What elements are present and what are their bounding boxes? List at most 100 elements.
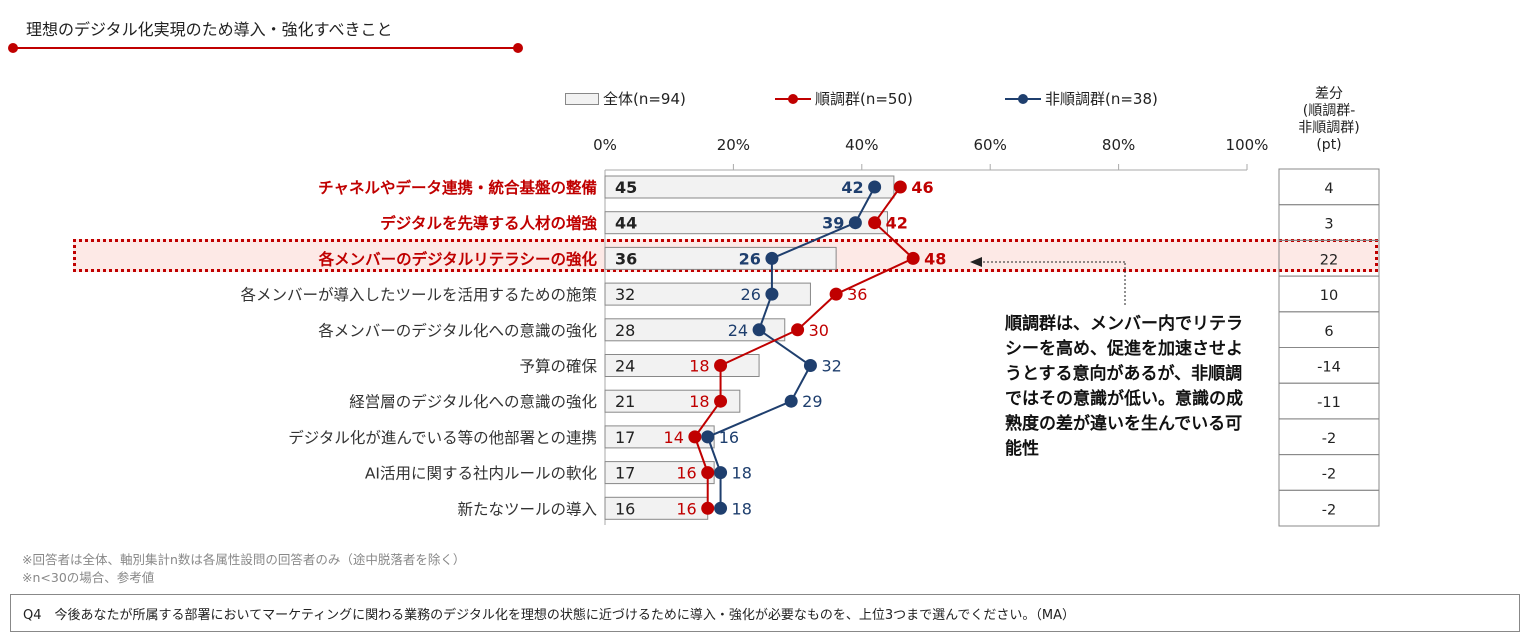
x-tick-label: 80%	[1102, 136, 1135, 154]
point-good	[791, 323, 805, 337]
value-label-good: 36	[847, 285, 867, 304]
title-underline	[12, 47, 518, 49]
value-label-good: 30	[809, 321, 829, 340]
bar-value-label: 16	[615, 499, 635, 518]
value-label-poor: 18	[732, 464, 752, 483]
point-good	[701, 501, 715, 515]
bar-total	[604, 389, 741, 413]
footnote: ※回答者は全体、軸別集計n数は各属性設問の回答者のみ（途中脱落者を除く）	[22, 552, 466, 567]
arrow-head-icon	[970, 257, 982, 267]
value-label-poor: 29	[802, 392, 822, 411]
diff-value: 3	[1324, 217, 1333, 233]
diff-header-line: 非順調群)	[1298, 120, 1360, 136]
diff-value: -2	[1322, 431, 1336, 447]
value-label-poor: 32	[821, 357, 841, 376]
bar-value-label: 21	[615, 392, 635, 411]
legend-total: 全体(n=94)	[565, 88, 686, 109]
category-label: 予算の確保	[519, 357, 597, 376]
value-label-poor: 26	[741, 285, 761, 304]
diff-value: -2	[1322, 467, 1336, 483]
value-label-poor: 39	[822, 214, 844, 233]
point-poor	[714, 466, 728, 480]
bar-total	[604, 282, 811, 306]
point-poor	[803, 359, 817, 372]
value-label-good: 46	[911, 178, 933, 197]
bar-total	[604, 211, 888, 235]
point-good	[906, 251, 920, 265]
point-good	[714, 359, 728, 372]
category-label: 各メンバーのデジタルリテラシーの強化	[318, 249, 598, 268]
bar-value-label: 44	[615, 214, 637, 233]
legend-poor: 非順調群(n=38)	[1005, 88, 1158, 109]
diff-value: 10	[1320, 288, 1338, 304]
value-label-good: 18	[689, 392, 709, 411]
diff-header-line: (pt)	[1316, 137, 1342, 153]
legend-bar-swatch	[565, 92, 599, 105]
category-label: チャネルやデータ連携・統合基盤の整備	[318, 178, 597, 197]
bar-total	[604, 318, 786, 342]
point-poor	[784, 394, 798, 408]
diff-value: 22	[1320, 252, 1338, 268]
point-good	[868, 216, 882, 230]
diff-value: 6	[1324, 324, 1333, 340]
x-tick-label: 0%	[593, 136, 617, 154]
point-poor	[765, 251, 779, 265]
category-label: 各メンバーが導入したツールを活用するための施策	[240, 286, 597, 304]
point-poor	[752, 323, 766, 337]
value-label-poor: 16	[719, 428, 739, 447]
legend-blue-marker	[1005, 93, 1041, 104]
underline-dot	[513, 43, 523, 53]
category-label: デジタルを先導する人材の増強	[380, 214, 597, 233]
x-tick-label: 100%	[1226, 136, 1269, 154]
legend-label: 全体(n=94)	[603, 90, 686, 108]
bar-value-label: 28	[615, 321, 635, 340]
bar-value-label: 17	[615, 428, 635, 447]
line-good	[693, 186, 915, 509]
chart-title: 理想のデジタル化実現のため導入・強化すべきこと	[26, 20, 393, 39]
diff-value: 4	[1324, 181, 1333, 197]
category-label: 経営層のデジタル化への意識の強化	[349, 392, 597, 411]
point-poor	[714, 501, 728, 515]
diff-value: -14	[1317, 360, 1341, 376]
category-label: 新たなツールの導入	[457, 500, 597, 518]
underline-dot	[8, 43, 18, 53]
line-poor	[706, 186, 876, 509]
value-label-good: 42	[886, 214, 908, 233]
point-good	[688, 430, 702, 444]
legend-label: 順調群(n=50)	[815, 90, 913, 108]
legend-good: 順調群(n=50)	[775, 88, 913, 109]
point-good	[829, 287, 843, 301]
legend-red-marker	[775, 93, 811, 104]
diff-header-line: (順調群-	[1302, 103, 1356, 119]
point-good	[714, 394, 728, 408]
value-label-good: 16	[676, 499, 696, 518]
point-good	[893, 180, 907, 194]
point-poor	[848, 216, 862, 230]
value-label-poor: 18	[732, 499, 752, 518]
category-label: AI活用に関する社内ルールの軟化	[365, 465, 597, 483]
bar-value-label: 45	[615, 178, 637, 197]
x-tick-label: 20%	[717, 136, 750, 154]
diff-header-line: 差分	[1315, 86, 1343, 102]
legend-label: 非順調群(n=38)	[1045, 90, 1158, 108]
x-tick-label: 40%	[845, 136, 878, 154]
footnote: ※n<30の場合、参考値	[22, 570, 155, 585]
bar-total	[604, 246, 837, 270]
point-good	[701, 466, 715, 480]
diff-cell	[1278, 489, 1380, 527]
value-label-poor: 26	[739, 249, 761, 268]
bar-value-label: 24	[615, 357, 635, 376]
value-label-good: 14	[664, 428, 684, 447]
diff-header: 差分 (順調群- 非順調群) (pt)	[1279, 86, 1379, 154]
point-poor	[868, 180, 882, 194]
annotation-text: 順調群は、メンバー内でリテラシーを高め、促進を加速させようとする意向があるが、非…	[1005, 314, 1243, 459]
diff-value: -11	[1317, 395, 1341, 411]
bar-value-label: 17	[615, 464, 635, 483]
value-label-good: 48	[924, 249, 946, 268]
x-tick-label: 60%	[974, 136, 1007, 154]
diff-value: -2	[1322, 502, 1336, 518]
bar-value-label: 32	[615, 285, 635, 304]
value-label-good: 18	[689, 357, 709, 376]
category-label: デジタル化が進んでいる等の他部署との連携	[288, 428, 597, 447]
